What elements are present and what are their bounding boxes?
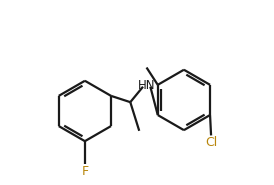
Text: Cl: Cl xyxy=(205,137,217,149)
Text: F: F xyxy=(81,165,89,178)
Text: HN: HN xyxy=(138,79,155,92)
